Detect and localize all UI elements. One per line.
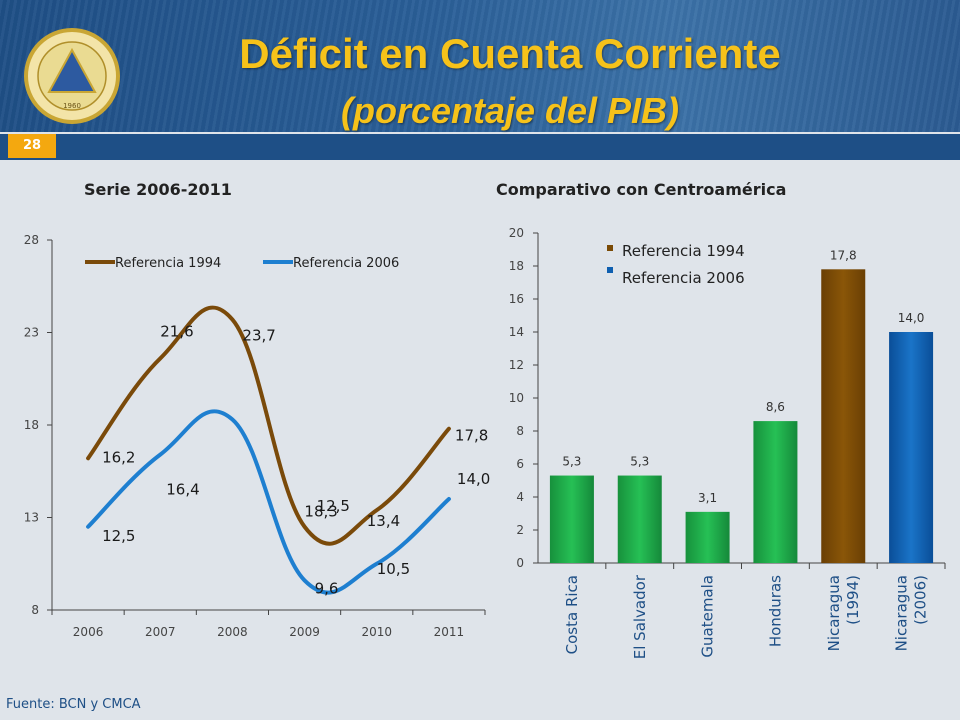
line-y-tick-label: 8 xyxy=(31,603,39,617)
line-x-ticks: 2006 2007 2008 2009 2010 2011 xyxy=(51,610,486,639)
page-title: Déficit en Cuenta Corriente xyxy=(239,30,781,77)
bar-y-tick-label: 6 xyxy=(516,457,524,471)
bar-nicaragua-2006 xyxy=(889,332,934,563)
bar-chart: 0 2 4 6 8 10 12 14 16 18 20 5,3 5,3 3,1 8,6 17,8 14,0 C… xyxy=(509,226,946,659)
header-texture xyxy=(0,0,960,132)
legend-label-bar-1994: Referencia 1994 xyxy=(622,242,745,260)
line-y-tick-label: 18 xyxy=(24,418,39,432)
line-y-tick-label: 23 xyxy=(24,326,39,340)
line-x-tick-label: 2008 xyxy=(217,625,248,639)
bar-el-salvador xyxy=(617,475,662,563)
line-x-tick-label: 2010 xyxy=(361,625,392,639)
header-band xyxy=(0,134,960,160)
bar-y-tick-label: 16 xyxy=(509,292,524,306)
line-y-tick-label: 28 xyxy=(24,233,39,247)
series-line-referencia-2006 xyxy=(86,409,451,595)
line-data-label-1994: 16,2 xyxy=(102,448,135,466)
bar-y-ticks: 0 2 4 6 8 10 12 14 16 18 20 xyxy=(509,226,538,570)
bar-honduras xyxy=(753,421,798,563)
bar-legend: Referencia 1994 Referencia 2006 xyxy=(607,242,745,287)
bar-category-labels: Costa Rica El Salvador Guatemala Honduras Ni… xyxy=(563,574,930,659)
bar-y-tick-label: 8 xyxy=(516,424,524,438)
bar-category-label: Nicaragua (2006) xyxy=(893,575,930,651)
header-banner xyxy=(0,0,960,132)
line-data-label-1994: 23,7 xyxy=(242,327,275,345)
legend-label-1994: Referencia 1994 xyxy=(115,256,221,271)
bar-y-tick-label: 14 xyxy=(509,325,524,339)
line-data-label-2006: 14,0 xyxy=(457,470,490,488)
svg-text:(1994): (1994) xyxy=(844,575,862,625)
bar-value-label: 8,6 xyxy=(766,400,785,414)
bank-seal-logo: 1960 xyxy=(24,28,120,124)
svg-text:Nicaragua: Nicaragua xyxy=(893,575,911,651)
line-y-tick-label: 13 xyxy=(24,511,39,525)
bar-guatemala xyxy=(685,511,730,563)
bar-category-label: Costa Rica xyxy=(563,575,581,654)
line-x-tick-label: 2009 xyxy=(289,625,320,639)
bar-value-label: 3,1 xyxy=(698,491,717,505)
legend-swatch-bar-2006 xyxy=(607,267,613,273)
bar-y-tick-label: 18 xyxy=(509,259,524,273)
bar-y-tick-label: 12 xyxy=(509,358,524,372)
bar-y-tick-label: 4 xyxy=(516,490,524,504)
line-data-label-2006: 12,5 xyxy=(102,527,135,545)
source-note: Fuente: BCN y CMCA xyxy=(6,697,141,712)
series-line-referencia-1994 xyxy=(86,305,451,546)
line-data-label-1994: 12,5 xyxy=(317,497,350,515)
line-data-label-1994: 17,8 xyxy=(455,427,488,445)
line-data-label-1994: 13,4 xyxy=(367,512,400,530)
page-number: 28 xyxy=(8,134,56,158)
bar-category-label: Nicaragua (1994) xyxy=(825,575,862,651)
bar-chart-title: Comparativo con Centroamérica xyxy=(496,180,787,199)
bar-nicaragua-1994 xyxy=(821,269,866,563)
bar-y-tick-label: 2 xyxy=(516,523,524,537)
logo-year: 1960 xyxy=(63,102,81,110)
legend-label-2006: Referencia 2006 xyxy=(293,256,399,271)
bars: 5,3 5,3 3,1 8,6 17,8 14,0 xyxy=(549,248,946,569)
line-data-label-2006: 16,4 xyxy=(166,481,199,499)
line-x-tick-label: 2011 xyxy=(434,625,465,639)
line-data-labels: 16,2 21,6 23,7 12,5 13,4 17,8 12,5 16,4 18,3 9,6 1… xyxy=(102,322,490,597)
svg-text:Honduras: Honduras xyxy=(766,575,784,647)
bar-y-tick-label: 20 xyxy=(509,226,524,240)
line-x-tick-label: 2007 xyxy=(145,625,176,639)
svg-text:(2006): (2006) xyxy=(912,575,930,625)
svg-text:Nicaragua: Nicaragua xyxy=(825,575,843,651)
line-x-tick-label: 2006 xyxy=(73,625,104,639)
bar-category-label: El Salvador xyxy=(631,574,649,659)
bar-costa-rica xyxy=(549,475,594,563)
line-data-label-2006: 10,5 xyxy=(377,560,410,578)
line-data-label-2006: 9,6 xyxy=(315,579,339,597)
bar-category-label: Honduras xyxy=(766,575,784,647)
svg-text:Costa Rica: Costa Rica xyxy=(563,575,581,654)
line-chart-title: Serie 2006-2011 xyxy=(84,180,232,199)
bar-value-label: 5,3 xyxy=(630,455,649,469)
legend-label-bar-2006: Referencia 2006 xyxy=(622,269,745,287)
bar-value-label: 14,0 xyxy=(898,311,925,325)
line-data-label-1994: 21,6 xyxy=(160,322,193,340)
bar-y-tick-label: 0 xyxy=(516,556,524,570)
line-chart: 8 13 18 23 28 2006 2007 2008 2009 2010 2011 16,2 2… xyxy=(24,233,491,639)
legend-swatch-bar-1994 xyxy=(607,245,613,251)
bar-y-tick-label: 10 xyxy=(509,391,524,405)
page-subtitle: (porcentaje del PIB) xyxy=(340,90,680,131)
line-y-ticks: 8 13 18 23 28 xyxy=(24,233,52,617)
line-data-label-2006: 18,3 xyxy=(304,502,337,520)
bar-category-label: Guatemala xyxy=(699,575,717,658)
bar-value-label: 17,8 xyxy=(830,248,857,262)
svg-text:El Salvador: El Salvador xyxy=(631,574,649,659)
svg-text:Guatemala: Guatemala xyxy=(699,575,717,658)
line-legend: Referencia 1994 Referencia 2006 xyxy=(85,256,399,271)
bar-value-label: 5,3 xyxy=(562,455,581,469)
